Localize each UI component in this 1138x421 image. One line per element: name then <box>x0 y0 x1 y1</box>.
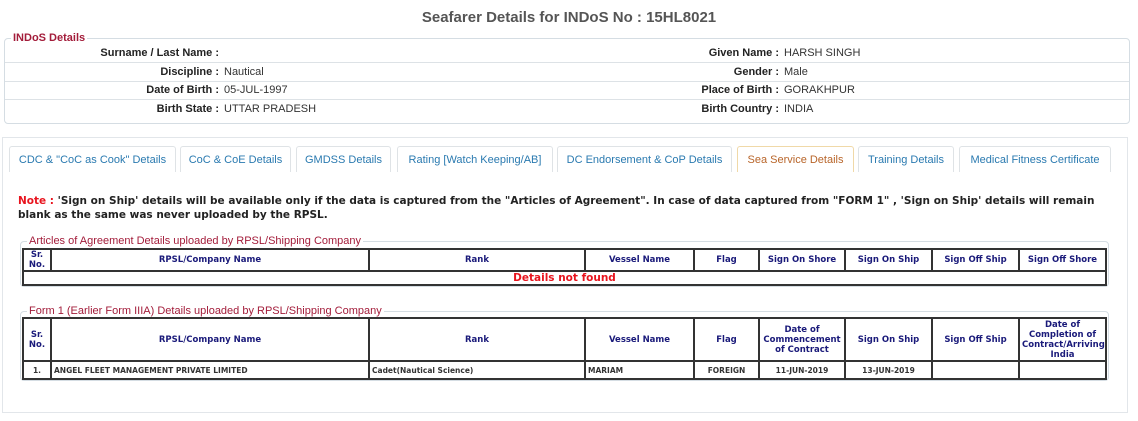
column-header: Rank <box>368 248 586 272</box>
tab-rating-watch-keeping-ab[interactable]: Rating [Watch Keeping/AB] <box>397 146 553 172</box>
column-header: Date of Commencement of Contract <box>758 317 846 362</box>
tab-medical-fitness-certificate[interactable]: Medical Fitness Certificate <box>959 146 1111 172</box>
field-label: Given Name : <box>708 47 779 59</box>
column-header: RPSL/Company Name <box>50 317 370 362</box>
column-header: Vessel Name <box>584 248 695 272</box>
field-value: INDIA <box>784 103 814 116</box>
field-label: Birth Country : <box>701 103 779 116</box>
tab-training-details[interactable]: Training Details <box>858 146 954 172</box>
column-header: RPSL/Company Name <box>50 248 370 272</box>
indos-row: Surname / Last Name : Given Name : HARSH… <box>5 44 1129 63</box>
empty-row: Details not found <box>22 270 1107 286</box>
field-value: HARSH SINGH <box>784 47 861 59</box>
column-header: Flag <box>693 317 760 362</box>
form1-legend: Form 1 (Earlier Form IIIA) Details uploa… <box>27 305 384 317</box>
field-value: Male <box>784 65 808 78</box>
tabs-panel: CDC & "CoC as Cook" Details CoC & CoE Det… <box>2 137 1128 413</box>
tab-coc-coe-details[interactable]: CoC & CoE Details <box>180 146 291 172</box>
table-cell: 13-JUN-2019 <box>844 360 933 380</box>
column-header: Sign Off Ship <box>931 317 1020 362</box>
articles-table: Sr. No. RPSL/Company Name Rank Vessel Name F… <box>22 248 1107 286</box>
field-value: 05-JUL-1997 <box>224 84 288 97</box>
table-cell <box>931 360 1020 380</box>
field-value: Nautical <box>224 65 264 78</box>
table-cell: ANGEL FLEET MANAGEMENT PRIVATE LIMITED <box>50 360 370 380</box>
indos-row: Date of Birth : 05-JUL-1997 Place of Bir… <box>5 81 1129 101</box>
no-data-message: Details not found <box>22 270 1107 286</box>
header-row: Sr. No. RPSL/Company Name Rank Vessel Name F… <box>22 248 1107 272</box>
column-header: Sign Off Ship <box>931 248 1020 272</box>
tab-gmdss-details[interactable]: GMDSS Details <box>296 146 391 172</box>
table-cell: MARIAM <box>584 360 695 380</box>
note-text: Note : 'Sign on Ship' details will be av… <box>18 194 1113 222</box>
column-header: Vessel Name <box>584 317 695 362</box>
column-header: Sr. No. <box>22 248 52 272</box>
form1-fieldset: Form 1 (Earlier Form IIIA) Details uploa… <box>20 305 1109 381</box>
field-label: Gender : <box>733 65 779 78</box>
column-header: Sign On Ship <box>844 248 933 272</box>
column-header: Date of Completion of Contract/Arriving … <box>1018 317 1107 362</box>
field-label: Place of Birth : <box>701 84 779 97</box>
indos-legend: INDoS Details <box>11 32 88 44</box>
form1-table: Sr. No. RPSL/Company Name Rank Vessel Name F… <box>22 317 1107 380</box>
tab-sea-service-details[interactable]: Sea Service Details <box>737 146 854 172</box>
tab-dc-endorsement-cop-details[interactable]: DC Endorsement & CoP Details <box>557 146 732 172</box>
field-label: Date of Birth : <box>146 84 219 97</box>
table-cell: 11-JUN-2019 <box>758 360 846 380</box>
table-row: 1. ANGEL FLEET MANAGEMENT PRIVATE LIMITED… <box>22 360 1107 380</box>
indos-row: Discipline : Nautical Gender : Male <box>5 63 1129 82</box>
indos-row: Birth State : UTTAR PRADESH Birth Countr… <box>5 100 1129 118</box>
indos-details-fieldset: INDoS Details Surname / Last Name : Give… <box>4 32 1130 124</box>
note-body: 'Sign on Ship' details will be available… <box>18 195 1095 221</box>
column-header: Sr. No. <box>22 317 52 362</box>
note-prefix: Note : <box>18 195 54 207</box>
articles-legend: Articles of Agreement Details uploaded b… <box>27 235 364 247</box>
articles-fieldset: Articles of Agreement Details uploaded b… <box>20 235 1109 287</box>
field-value: GORAKHPUR <box>784 84 855 97</box>
page-title: Seafarer Details for INDoS No : 15HL8021 <box>421 9 717 26</box>
field-label: Discipline : <box>160 65 219 78</box>
tab-cdc-coc-as-cook-details[interactable]: CDC & "CoC as Cook" Details <box>9 146 176 172</box>
table-cell <box>1018 360 1107 380</box>
field-value: UTTAR PRADESH <box>224 103 317 116</box>
column-header: Sign Off Shore <box>1018 248 1107 272</box>
field-label: Birth State : <box>156 103 219 116</box>
column-header: Flag <box>693 248 760 272</box>
table-cell: 1. <box>22 360 52 380</box>
column-header: Sign On Shore <box>758 248 846 272</box>
column-header: Sign On Ship <box>844 317 933 362</box>
table-cell: FOREIGN <box>693 360 760 380</box>
column-header: Rank <box>368 317 586 362</box>
field-label: Surname / Last Name : <box>100 47 219 59</box>
table-cell: Cadet(Nautical Science) <box>368 360 586 380</box>
header-row: Sr. No. RPSL/Company Name Rank Vessel Name F… <box>22 317 1107 362</box>
